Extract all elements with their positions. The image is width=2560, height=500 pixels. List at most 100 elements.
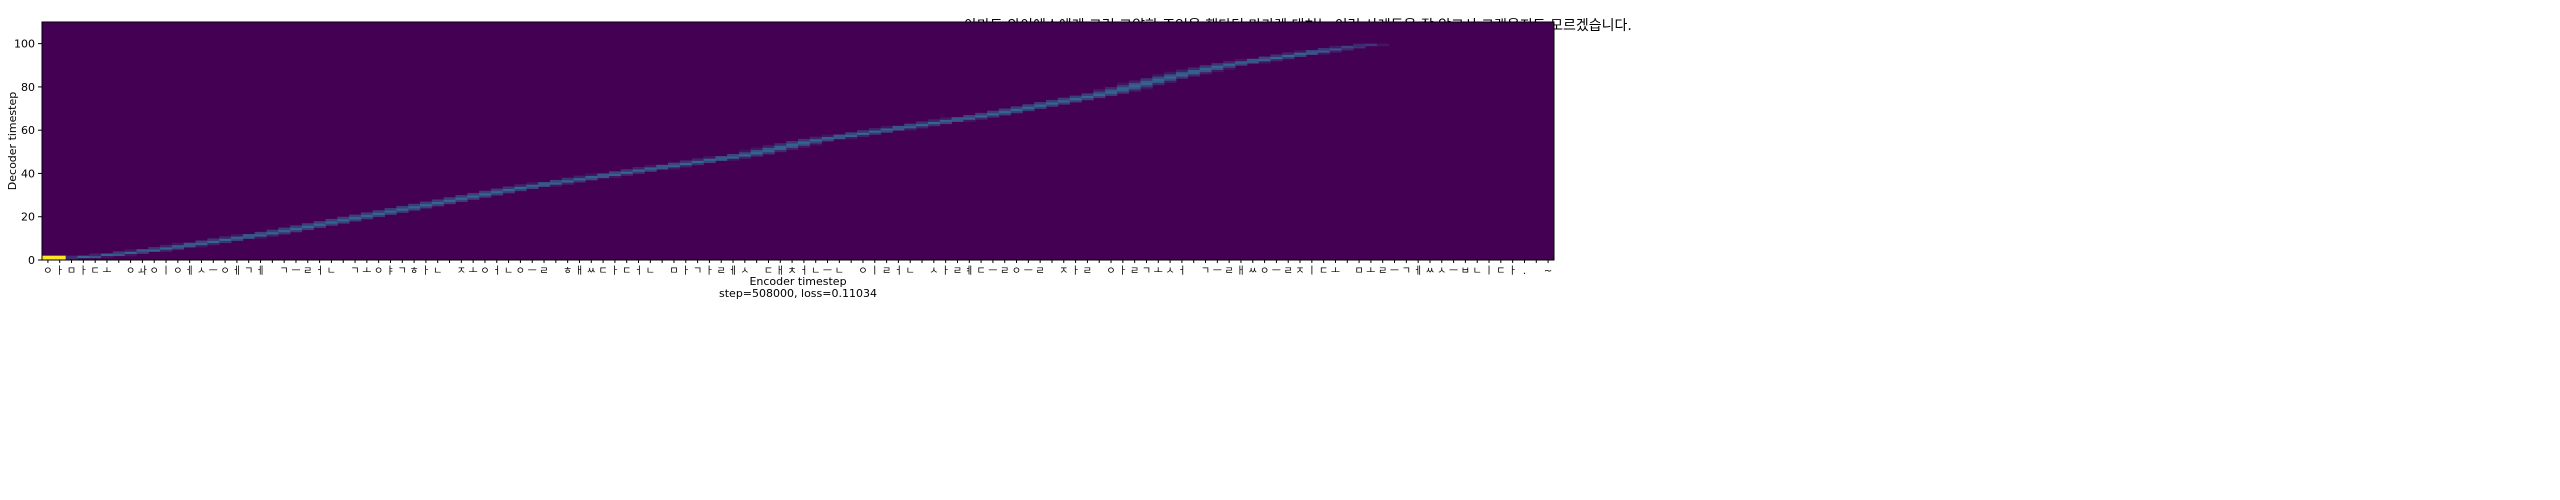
- attention-cell: [160, 247, 173, 250]
- x-tick-label: ㄴ: [646, 266, 655, 277]
- attention-cell: [1235, 58, 1248, 62]
- attention-cell: [1235, 60, 1248, 64]
- attention-cell: [325, 221, 338, 224]
- attention-cell: [845, 134, 858, 138]
- attention-cell: [231, 234, 244, 237]
- attention-cell: [1128, 84, 1141, 88]
- x-tick-label: ㄹ: [1225, 266, 1234, 277]
- attention-cell: [278, 231, 291, 235]
- attention-cell: [1152, 73, 1165, 77]
- attention-cell: [1353, 45, 1366, 49]
- attention-cell: [998, 110, 1012, 114]
- attention-cell: [573, 177, 586, 181]
- x-tick-label: ㅇ: [220, 266, 229, 277]
- attention-cell: [1105, 86, 1118, 90]
- x-tick-label: ㅐ: [1236, 265, 1245, 277]
- attention-cell: [904, 123, 917, 127]
- attention-cell: [1140, 78, 1153, 81]
- attention-cell: [1176, 76, 1189, 79]
- attention-cell: [632, 166, 645, 170]
- x-tick-label: ㅡ: [988, 266, 997, 277]
- attention-cell: [1329, 50, 1342, 53]
- x-tick-label: ㅡ: [1390, 266, 1399, 277]
- attention-cell: [254, 236, 267, 239]
- x-tick-label: ㄹ: [539, 266, 548, 277]
- x-tick-label: ㅎ: [409, 266, 418, 277]
- x-tick-label: ~: [1544, 266, 1552, 277]
- attention-cell: [431, 201, 445, 205]
- x-tick-label: ㅔ: [232, 265, 241, 277]
- x-tick-label: ㅔ: [185, 265, 194, 277]
- attention-cell: [101, 253, 114, 257]
- attention-cell: [1187, 67, 1201, 70]
- attention-cell: [880, 130, 893, 133]
- x-tick-label: ㅈ: [457, 266, 466, 277]
- attention-cell: [975, 115, 988, 118]
- attention-cell: [963, 115, 976, 118]
- attention-cell: [927, 119, 941, 122]
- x-tick-label: ㄴ: [906, 266, 915, 277]
- attention-cell: [538, 182, 551, 185]
- x-tick-label: ㄴ: [1473, 266, 1482, 277]
- attention-cell: [136, 251, 149, 254]
- attention-cell: [1105, 89, 1118, 92]
- attention-cell: [1093, 95, 1106, 99]
- attention-cell: [1116, 89, 1130, 92]
- attention-cell: [1010, 110, 1023, 114]
- x-tick-label: ㄷ: [1319, 266, 1328, 277]
- attention-cell: [691, 158, 704, 161]
- x-tick-label: ㄷ: [598, 266, 607, 277]
- x-tick-label: ㄷ: [764, 266, 773, 277]
- x-tick-label: ㅏ: [1508, 265, 1517, 277]
- x-tick-label: ㄹ: [717, 266, 726, 277]
- attention-cell: [467, 195, 480, 198]
- attention-cell: [396, 205, 409, 209]
- x-tick-label: ㅓ: [315, 265, 324, 277]
- attention-cell: [1270, 56, 1283, 60]
- attention-cell: [1022, 108, 1035, 112]
- attention-cell: [987, 112, 1000, 116]
- attention-cell: [183, 244, 196, 248]
- attention-cell: [89, 253, 102, 257]
- x-tick-label: ㄱ: [350, 266, 359, 277]
- attention-cell: [668, 162, 681, 166]
- attention-cell: [42, 257, 55, 261]
- attention-cell: [514, 184, 527, 187]
- attention-cell: [1317, 52, 1330, 55]
- attention-cell: [975, 112, 988, 116]
- attention-cell: [786, 143, 799, 146]
- attention-cell: [833, 136, 846, 140]
- attention-cell: [479, 195, 492, 198]
- attention-cell: [1176, 71, 1189, 75]
- x-tick-label: ㅏ: [1118, 265, 1127, 277]
- attention-cell: [538, 184, 551, 187]
- attention-cell: [798, 138, 811, 142]
- attention-cell: [1128, 86, 1141, 90]
- x-tick-label: ㄴ: [504, 266, 513, 277]
- attention-cell: [490, 190, 504, 194]
- attention-cell: [738, 151, 752, 155]
- x-tick-label: ㅗ: [102, 266, 111, 277]
- attention-cell: [1282, 56, 1295, 60]
- attention-cell: [1270, 58, 1283, 62]
- x-tick-label: ㅂ: [1461, 266, 1470, 277]
- attention-cell: [1199, 67, 1212, 70]
- attention-cell: [171, 244, 185, 248]
- x-tick-label: ㅈ: [1295, 266, 1304, 277]
- x-tick-label: ㅅ: [740, 266, 749, 277]
- attention-cell: [1116, 91, 1130, 94]
- attention-cell: [1140, 86, 1153, 90]
- y-axis-label: Decoder timestep: [6, 92, 19, 190]
- attention-cell: [431, 203, 445, 207]
- attention-cell: [1317, 47, 1330, 51]
- x-tick-label: ㅡ: [528, 266, 537, 277]
- x-tick-label: ㄴ: [327, 266, 336, 277]
- x-tick-label: ㅇ: [1012, 266, 1021, 277]
- attention-cell: [360, 212, 374, 215]
- attention-cell: [987, 115, 1000, 118]
- attention-cell: [798, 145, 811, 148]
- attention-cell: [420, 203, 433, 207]
- attention-cell: [349, 218, 362, 222]
- attention-cell: [892, 128, 905, 131]
